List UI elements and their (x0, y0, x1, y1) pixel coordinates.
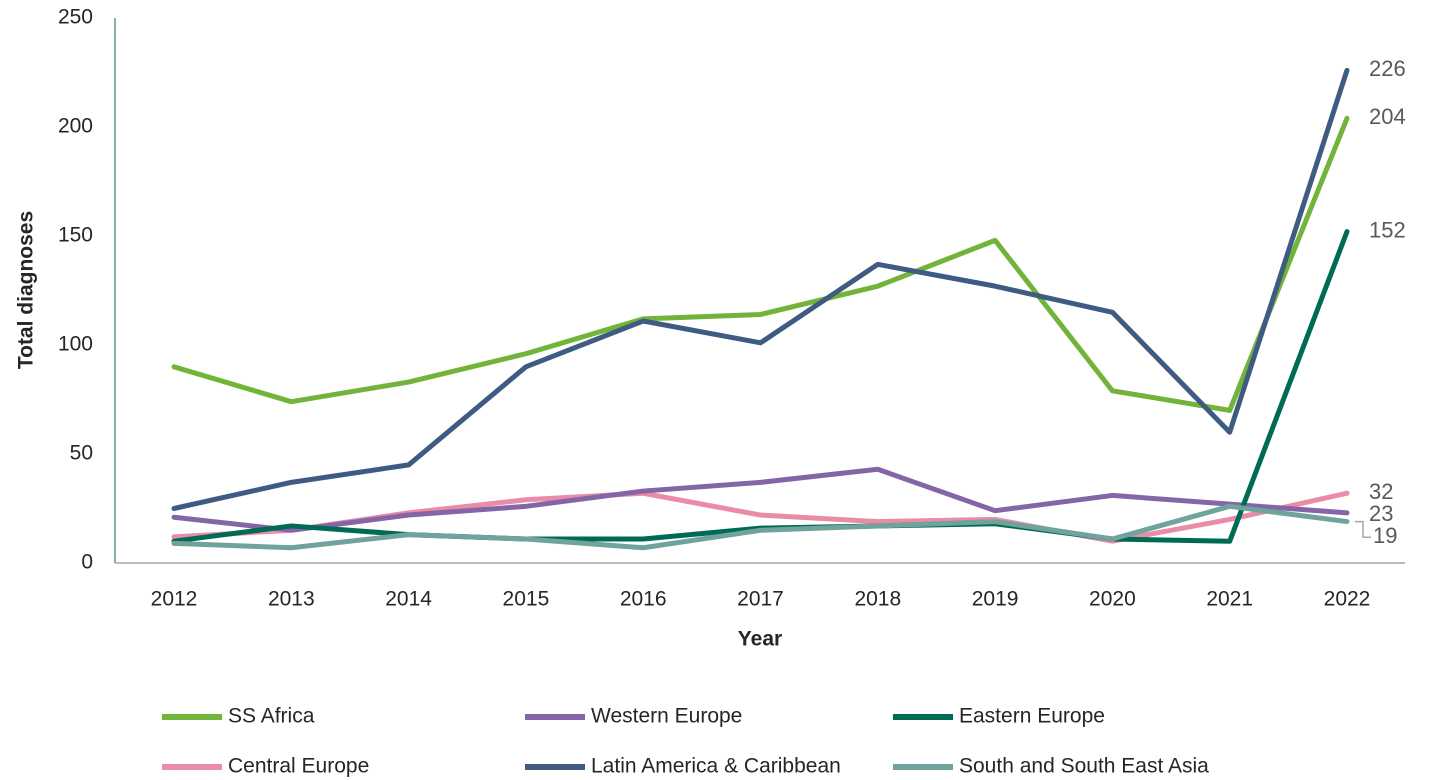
end-label: 19 (1373, 523, 1397, 548)
series-line (171, 229, 1350, 544)
end-label: 23 (1369, 501, 1393, 526)
series-line (171, 67, 1350, 511)
y-tick-label: 250 (58, 6, 93, 29)
legend-label: Latin America & Caribbean (591, 755, 841, 778)
x-tick-label: 2015 (503, 588, 550, 611)
y-tick-label: 100 (58, 333, 93, 356)
x-tick-label: 2014 (385, 588, 432, 611)
x-axis-label: Year (738, 628, 782, 651)
x-tick-label: 2021 (1206, 588, 1253, 611)
y-tick-label: 200 (58, 115, 93, 138)
x-tick-label: 2017 (737, 588, 784, 611)
x-tick-label: 2013 (268, 588, 315, 611)
x-tick-label: 2012 (151, 588, 198, 611)
end-label: 226 (1369, 56, 1406, 81)
series-line (171, 115, 1350, 413)
y-tick-label: 150 (58, 224, 93, 247)
legend-label: Central Europe (228, 755, 369, 778)
x-tick-label: 2016 (620, 588, 667, 611)
y-axis-label: Total diagnoses (15, 211, 38, 369)
leader-line (1355, 520, 1371, 538)
end-label: 32 (1369, 479, 1393, 504)
x-tick-label: 2018 (854, 588, 901, 611)
end-label: 152 (1369, 217, 1406, 242)
series-line (171, 503, 1350, 551)
x-tick-label: 2019 (972, 588, 1019, 611)
legend-label: Eastern Europe (959, 705, 1105, 728)
y-tick-label: 50 (70, 442, 93, 465)
end-label: 204 (1369, 104, 1406, 129)
legend-label: South and South East Asia (959, 755, 1209, 778)
x-tick-label: 2020 (1089, 588, 1136, 611)
legend-label: SS Africa (228, 705, 315, 728)
legend-label: Western Europe (591, 705, 742, 728)
x-tick-label: 2022 (1324, 588, 1371, 611)
series-line (171, 466, 1350, 533)
y-tick-label: 0 (81, 551, 93, 574)
